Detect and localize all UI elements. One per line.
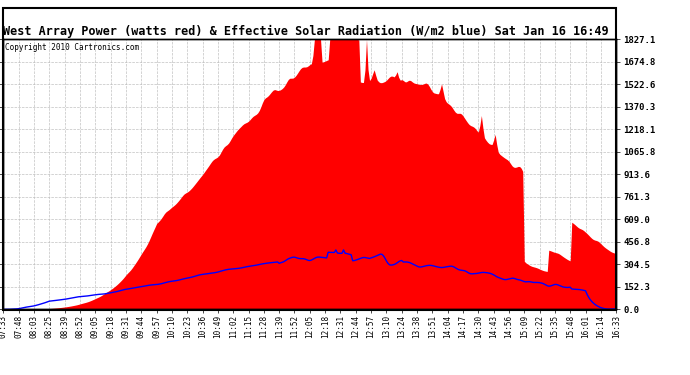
- Text: West Array Power (watts red) & Effective Solar Radiation (W/m2 blue) Sat Jan 16 : West Array Power (watts red) & Effective…: [3, 24, 609, 38]
- Text: Copyright 2010 Cartronics.com: Copyright 2010 Cartronics.com: [5, 44, 139, 52]
